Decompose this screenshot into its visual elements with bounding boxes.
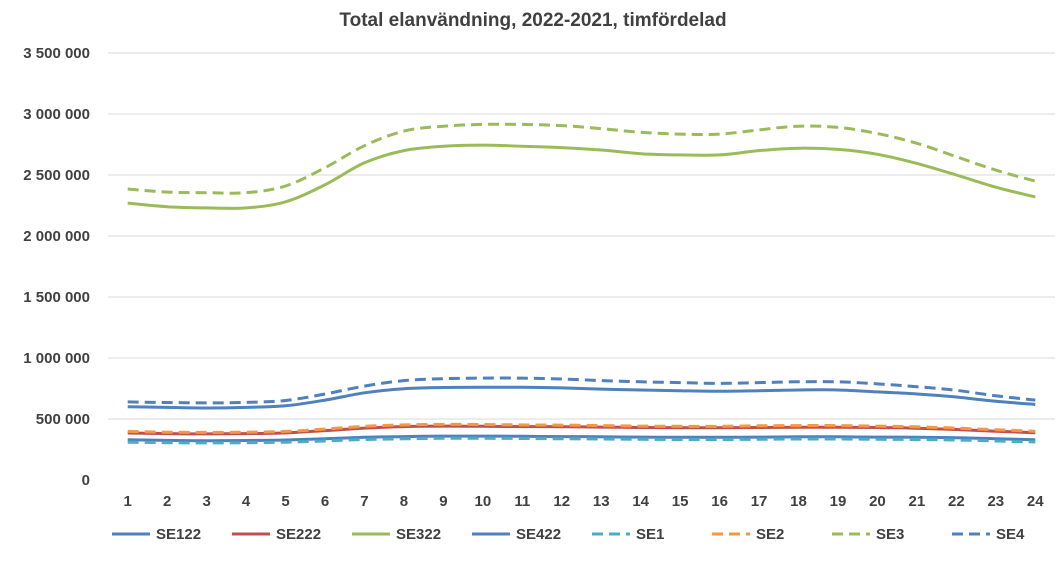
x-tick-label: 10 — [475, 493, 492, 510]
legend-label-se1: SE1 — [636, 526, 664, 543]
series-line-se122 — [127, 434, 1036, 443]
y-axis-tick-labels: 0 500 000 1 000 000 1 500 000 2 000 000 2 500… — [23, 45, 90, 489]
series-line-se2 — [127, 422, 1036, 434]
legend-label-se322: SE322 — [396, 526, 441, 543]
x-tick-label: 20 — [869, 493, 886, 510]
x-tick-label: 6 — [321, 493, 329, 510]
legend: SE122 SE222 SE322 SE422 SE1 SE2 SE3 SE4 — [112, 526, 1025, 543]
y-tick-label: 1 500 000 — [23, 289, 90, 306]
legend-label-se4: SE4 — [996, 526, 1025, 543]
legend-label-se2: SE2 — [756, 526, 784, 543]
x-tick-label: 23 — [987, 493, 1004, 510]
x-tick-label: 16 — [711, 493, 728, 510]
y-tick-label: 2 500 000 — [23, 167, 90, 184]
x-tick-label: 21 — [909, 493, 926, 510]
x-tick-label: 8 — [400, 493, 408, 510]
x-tick-label: 22 — [948, 493, 965, 510]
x-tick-label: 14 — [632, 493, 649, 510]
gridlines — [108, 52, 1055, 420]
legend-label-se3: SE3 — [876, 526, 904, 543]
y-tick-label: 0 — [82, 472, 90, 489]
series-line-se322 — [127, 143, 1036, 210]
x-tick-label: 2 — [163, 493, 171, 510]
series-line-se422 — [127, 385, 1036, 410]
series-line-se4 — [127, 376, 1036, 405]
x-tick-label: 3 — [202, 493, 210, 510]
x-tick-label: 19 — [830, 493, 847, 510]
series-lines — [127, 122, 1036, 445]
x-tick-label: 9 — [439, 493, 447, 510]
series-line-se3 — [127, 122, 1036, 195]
x-axis-tick-labels: 1 2 3 4 5 6 7 8 9 10 11 12 13 14 15 16 17 18 19 20 21 22 23 24 — [124, 493, 1045, 510]
series-line-se1 — [127, 436, 1036, 445]
x-tick-label: 11 — [514, 493, 530, 510]
legend-label-se222: SE222 — [276, 526, 321, 543]
x-tick-label: 15 — [672, 493, 689, 510]
legend-label-se122: SE122 — [156, 526, 201, 543]
x-tick-label: 24 — [1027, 493, 1044, 510]
y-tick-label: 3 500 000 — [23, 45, 90, 62]
x-tick-label: 13 — [593, 493, 610, 510]
x-tick-label: 1 — [124, 493, 132, 510]
x-tick-label: 18 — [790, 493, 807, 510]
y-tick-label: 500 000 — [36, 411, 90, 428]
legend-label-se422: SE422 — [516, 526, 561, 543]
y-tick-label: 1 000 000 — [23, 350, 90, 367]
y-tick-label: 2 000 000 — [23, 228, 90, 245]
x-tick-label: 7 — [360, 493, 368, 510]
chart-title: Total elanvändning, 2022-2021, timfördel… — [339, 10, 727, 31]
x-tick-label: 5 — [281, 493, 289, 510]
x-tick-label: 17 — [751, 493, 768, 510]
x-tick-label: 4 — [242, 493, 251, 510]
x-tick-label: 12 — [553, 493, 570, 510]
y-tick-label: 3 000 000 — [23, 106, 90, 123]
